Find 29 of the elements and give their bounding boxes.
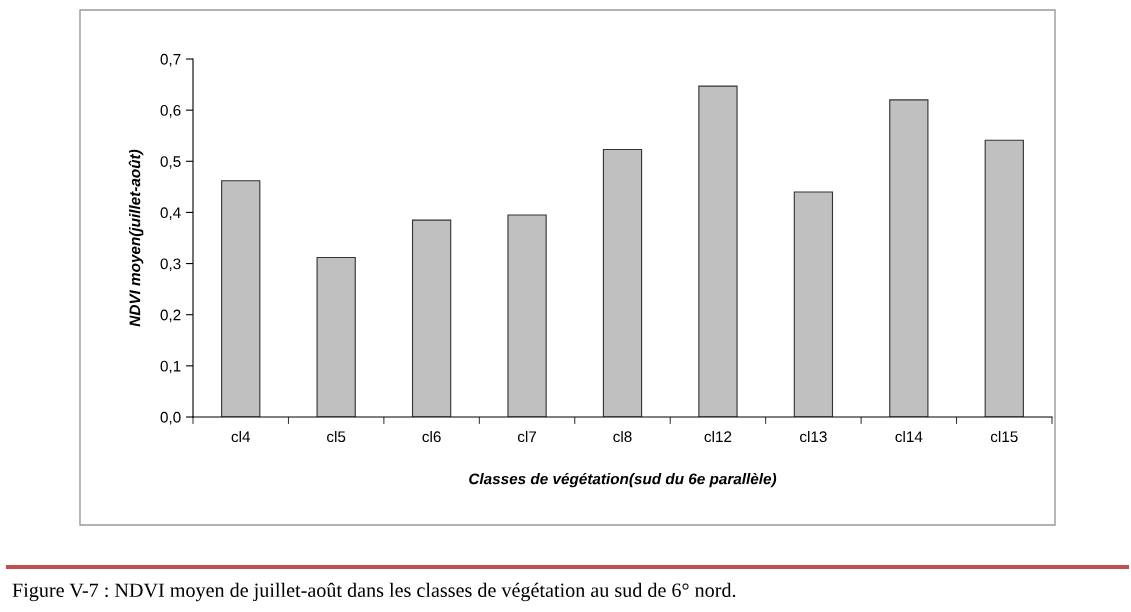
bar bbox=[221, 180, 261, 417]
y-tick-label: 0,7 bbox=[160, 53, 181, 67]
bar bbox=[602, 148, 643, 417]
x-tick-label: cl14 bbox=[895, 430, 923, 443]
y-tick-label: 0,0 bbox=[160, 411, 181, 425]
bar bbox=[698, 85, 738, 417]
x-tick-label: cl15 bbox=[990, 430, 1018, 443]
x-tick-label: cl8 bbox=[613, 430, 632, 443]
bar bbox=[507, 214, 547, 417]
y-tick-label: 0,6 bbox=[160, 105, 181, 118]
x-axis-title: Classes de végétation(sud du 6e parallèle) bbox=[469, 472, 777, 488]
bar bbox=[984, 139, 1024, 417]
x-tick-label: cl12 bbox=[704, 430, 732, 443]
x-tick-label: cl6 bbox=[422, 430, 441, 443]
y-tick-label: 0,1 bbox=[160, 360, 181, 374]
text: Figure V-7 : NDVI moyen de juillet-août dans les classes de végétation au sud de 6° nord. bbox=[12, 582, 736, 602]
y-tick-label: 0,5 bbox=[160, 156, 181, 169]
x-tick-label: cl4 bbox=[231, 430, 251, 443]
y-tick-label: 0,2 bbox=[160, 309, 181, 323]
bar bbox=[793, 191, 834, 417]
bar bbox=[889, 99, 929, 417]
bar bbox=[411, 219, 452, 417]
y-tick-label: 0,4 bbox=[160, 207, 181, 220]
x-tick-label: cl13 bbox=[800, 430, 827, 443]
bar bbox=[316, 256, 356, 417]
x-tick-label: cl5 bbox=[327, 430, 346, 443]
y-axis-title: NDVI moyen(juillet-août) bbox=[128, 149, 144, 327]
y-tick-label: 0,3 bbox=[160, 258, 181, 272]
x-tick-label: cl7 bbox=[517, 430, 537, 443]
